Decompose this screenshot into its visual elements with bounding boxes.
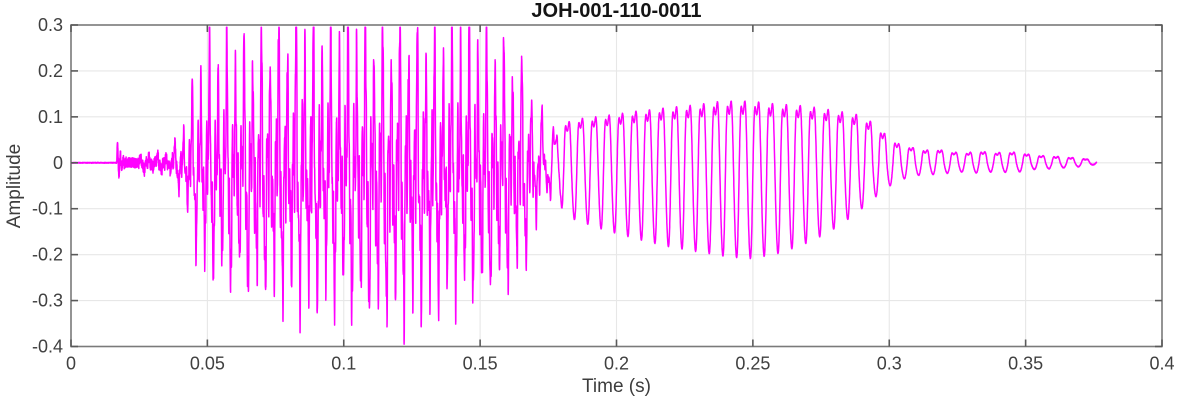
chart-title: JOH-001-110-0011 [531, 0, 701, 22]
x-tick-label: 0.1 [331, 354, 356, 374]
x-tick-label: 0.05 [190, 354, 225, 374]
x-tick-label: 0.25 [735, 354, 770, 374]
x-tick-label: 0 [66, 354, 76, 374]
y-tick-label: 0.1 [38, 107, 63, 127]
y-axis-label: Amplitude [4, 144, 25, 229]
y-tick-label: 0 [53, 153, 63, 173]
x-tick-label: 0.15 [463, 354, 498, 374]
y-tick-label: -0.2 [32, 245, 63, 265]
y-tick-label: -0.1 [32, 199, 63, 219]
y-tick-label: -0.3 [32, 291, 63, 311]
tick-marks [70, 24, 1163, 348]
y-tick-label: 0.3 [38, 15, 63, 35]
y-tick-labels: -0.4 -0.3 -0.2 -0.1 0 0.1 0.2 0.3 [32, 15, 63, 357]
x-tick-label: 0.35 [1008, 354, 1043, 374]
waveform-trace [71, 26, 1098, 345]
y-tick-label: 0.2 [38, 61, 63, 81]
x-tick-label: 0.3 [877, 354, 902, 374]
x-axis-label: Time (s) [582, 376, 651, 397]
x-tick-label: 0.2 [604, 354, 629, 374]
y-tick-label: -0.4 [32, 337, 63, 357]
x-tick-labels: 0 0.05 0.1 0.15 0.2 0.25 0.3 0.35 0.4 [66, 354, 1175, 374]
x-tick-label: 0.4 [1149, 354, 1174, 374]
waveform-layer [71, 26, 1098, 345]
